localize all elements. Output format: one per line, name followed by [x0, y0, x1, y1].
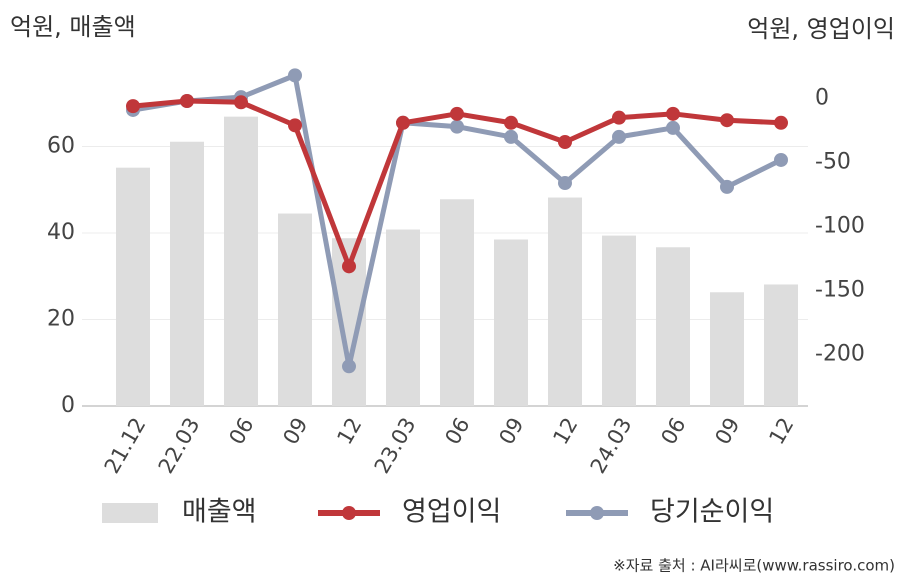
marker [558, 176, 572, 191]
x-tick-label: 22.03 [154, 414, 205, 478]
legend-swatch [590, 506, 604, 520]
legend-label: 매출액 [182, 497, 257, 528]
y2-tick-label: 0 [815, 85, 829, 110]
marker [126, 99, 140, 114]
bar [710, 292, 744, 406]
marker [450, 119, 464, 134]
bar [494, 239, 528, 406]
marker [612, 129, 626, 144]
x-tick-label: 23.03 [370, 414, 421, 478]
marker [288, 118, 302, 133]
marker [342, 259, 356, 274]
marker [666, 120, 680, 135]
y-tick-label: 0 [61, 393, 75, 418]
marker [720, 113, 734, 128]
bar [386, 229, 420, 406]
x-tick-label: 06 [224, 414, 258, 449]
bar [602, 235, 636, 406]
x-tick-label: 12 [548, 414, 582, 449]
marker [666, 106, 680, 121]
x-tick-label: 06 [656, 414, 690, 449]
y-tick-label: 60 [47, 134, 75, 159]
marker [774, 152, 788, 167]
bar [116, 167, 150, 406]
legend-label: 당기순이익 [650, 497, 774, 528]
legend-label: 영업이익 [402, 497, 501, 528]
x-tick-label: 12 [764, 414, 798, 449]
legend-swatch [342, 506, 356, 520]
bar [278, 213, 312, 406]
bar [548, 197, 582, 406]
marker [774, 115, 788, 130]
y-tick-label: 20 [47, 307, 75, 332]
y2-tick-label: -100 [815, 214, 865, 239]
marker [450, 106, 464, 121]
x-tick-label: 24.03 [586, 414, 637, 478]
x-tick-label: 06 [440, 414, 474, 449]
marker [234, 95, 248, 110]
bar [764, 284, 798, 406]
bar [440, 199, 474, 406]
x-tick-label: 09 [494, 414, 528, 449]
marker [180, 94, 194, 109]
y2-tick-label: -200 [815, 342, 865, 367]
marker [342, 359, 356, 374]
marker [396, 115, 410, 130]
bar [170, 141, 204, 406]
y2-axis-title: 억원, 영업이익 [747, 15, 895, 43]
x-tick-label: 12 [332, 414, 366, 449]
bar [656, 247, 690, 406]
marker [504, 129, 518, 144]
y-axis-title: 억원, 매출액 [10, 13, 136, 41]
y2-tick-label: -50 [815, 150, 851, 175]
x-tick-label: 09 [710, 414, 744, 449]
marker [504, 115, 518, 130]
x-tick-label: 21.12 [100, 414, 151, 478]
marker [558, 135, 572, 150]
y-tick-label: 40 [47, 220, 75, 245]
y2-tick-label: -150 [815, 278, 865, 303]
marker [612, 110, 626, 125]
marker [288, 68, 302, 83]
x-tick-label: 09 [278, 414, 312, 449]
marker [720, 179, 734, 194]
bar [224, 116, 258, 406]
legend-swatch [102, 503, 158, 523]
source: ※자료 출처 : AI라씨로(www.rassiro.com) [613, 557, 895, 575]
